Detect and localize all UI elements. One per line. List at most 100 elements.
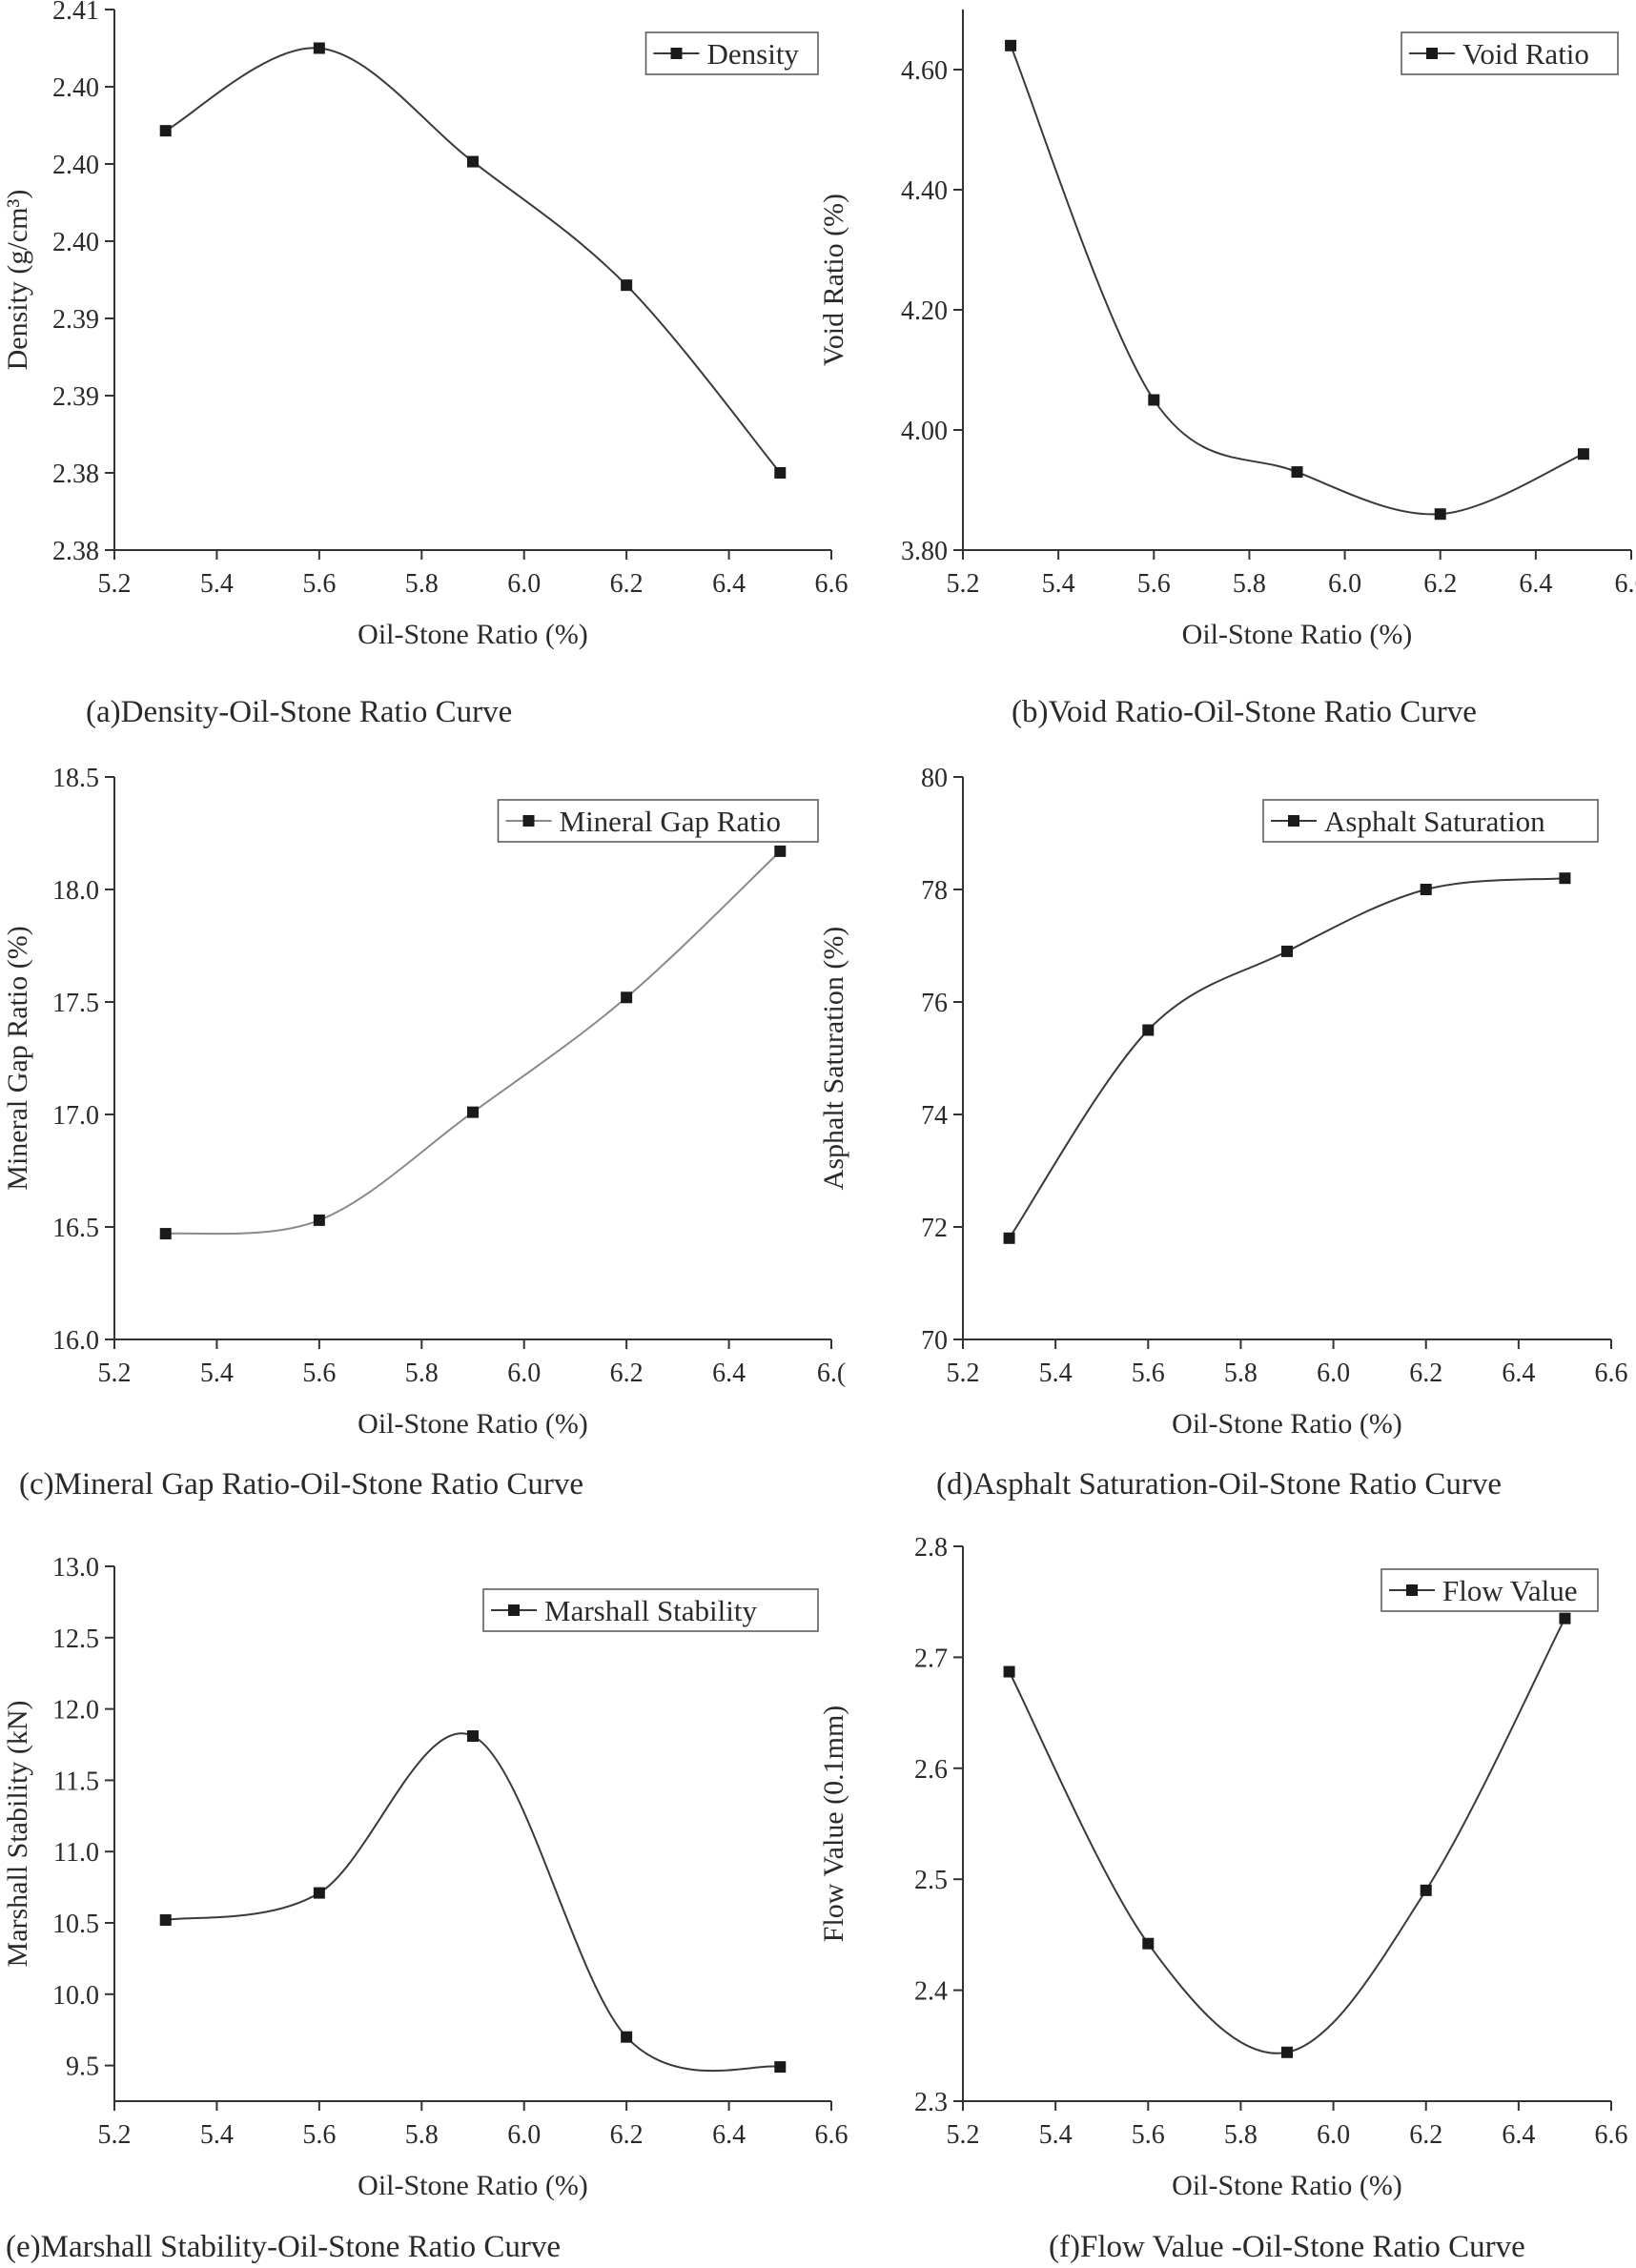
data-point — [159, 1914, 172, 1927]
x-tick-label: 6.2 — [610, 1359, 644, 1388]
y-tick-label: 4.60 — [901, 56, 948, 86]
legend-marker — [1426, 48, 1438, 59]
x-tick-label: 6.4 — [712, 2120, 746, 2150]
y-tick-label: 78 — [921, 876, 948, 906]
legend-marker — [1406, 1584, 1418, 1596]
y-tick-label: 2.3 — [914, 2088, 948, 2117]
x-tick-label: 6.2 — [610, 569, 644, 599]
x-tick-label: 6.0 — [1317, 2120, 1350, 2150]
y-tick-label: 2.40 — [52, 151, 99, 180]
x-tick-label: 5.6 — [1137, 569, 1171, 599]
x-tick-label: 6.6 — [1615, 569, 1636, 599]
x-tick-label: 6.0 — [1328, 569, 1361, 599]
y-tick-label: 16.0 — [52, 1326, 99, 1356]
y-tick-label: 18.5 — [52, 764, 99, 793]
x-tick-label: 5.8 — [405, 569, 439, 599]
legend-marker — [508, 1604, 520, 1616]
y-tick-label: 12.5 — [52, 1624, 99, 1654]
x-tick-label: 6.6 — [1595, 2120, 1628, 2150]
data-point — [1420, 1884, 1432, 1896]
x-tick-label: 5.6 — [302, 569, 336, 599]
data-point — [1005, 39, 1017, 51]
y-tick-label: 2.39 — [52, 305, 99, 335]
series-line — [1010, 45, 1585, 516]
x-tick-label: 6.0 — [507, 569, 541, 599]
y-tick-label: 2.38 — [52, 460, 99, 489]
data-point — [1559, 1612, 1571, 1624]
y-axis-label: Marshall Stability (kN) — [2, 1701, 33, 1968]
y-tick-label: 2.40 — [52, 228, 99, 257]
x-axis-label: Oil-Stone Ratio (%) — [1182, 619, 1413, 650]
y-tick-label: 2.6 — [914, 1755, 948, 1785]
y-tick-label: 17.5 — [52, 989, 99, 1018]
legend-marker — [522, 815, 535, 827]
y-tick-label: 10.0 — [52, 1981, 99, 2011]
data-point — [1559, 872, 1571, 885]
x-tick-label: 6.0 — [1317, 1359, 1350, 1388]
y-tick-label: 11.5 — [53, 1767, 99, 1796]
y-axis-label: Asphalt Saturation (%) — [818, 927, 849, 1191]
data-point — [467, 155, 479, 168]
y-tick-label: 16.5 — [52, 1214, 99, 1243]
legend-box — [1380, 1568, 1599, 1612]
y-tick-label: 11.0 — [53, 1838, 99, 1868]
y-tick-label: 76 — [921, 989, 948, 1018]
y-axis-label: Void Ratio (%) — [818, 194, 849, 366]
y-tick-label: 18.0 — [52, 876, 99, 906]
data-point — [467, 1106, 479, 1118]
x-axis-label: Oil-Stone Ratio (%) — [358, 619, 588, 650]
y-tick-label: 80 — [921, 764, 948, 793]
chart-caption: (c)Mineral Gap Ratio-Oil-Stone Ratio Cur… — [19, 1467, 583, 1502]
data-point — [774, 2061, 787, 2074]
series-line — [165, 47, 782, 474]
x-tick-label: 5.8 — [405, 2120, 439, 2150]
x-tick-label: 5.2 — [98, 569, 132, 599]
chart-caption: (f)Flow Value -Oil-Stone Ratio Curve — [1049, 2230, 1525, 2264]
chart-caption: (e)Marshall Stability-Oil-Stone Ratio Cu… — [6, 2230, 561, 2264]
data-point — [313, 42, 325, 54]
y-tick-label: 2.38 — [52, 537, 99, 566]
y-tick-label: 74 — [921, 1101, 948, 1131]
data-point — [621, 991, 633, 1004]
y-tick-label: 13.0 — [52, 1553, 99, 1583]
series-line — [1008, 1618, 1566, 2054]
x-tick-label: 5.8 — [405, 1359, 439, 1388]
data-point — [1142, 1937, 1155, 1950]
data-point — [159, 1228, 172, 1240]
series-line — [1008, 877, 1565, 1239]
y-tick-label: 10.5 — [52, 1910, 99, 1939]
x-tick-label: 6.2 — [1423, 569, 1457, 599]
x-axis-label: Oil-Stone Ratio (%) — [1172, 1408, 1402, 1440]
data-point — [1420, 884, 1432, 895]
data-point — [159, 125, 172, 137]
data-point — [1003, 1665, 1015, 1678]
x-tick-label: 6.4 — [1519, 569, 1552, 599]
data-point — [313, 1887, 325, 1899]
x-tick-label: 5.2 — [947, 1359, 980, 1388]
x-tick-label: 6.0 — [507, 1359, 541, 1388]
legend-box — [1262, 799, 1599, 843]
data-point — [1003, 1232, 1015, 1244]
chart-caption: (b)Void Ratio-Oil-Stone Ratio Curve — [1012, 695, 1477, 729]
y-tick-label: 17.0 — [52, 1101, 99, 1131]
y-tick-label: 12.0 — [52, 1696, 99, 1726]
legend-label: Void Ratio — [1462, 37, 1589, 71]
data-point — [1291, 466, 1303, 479]
y-tick-label: 72 — [921, 1214, 948, 1243]
x-tick-label: 6.4 — [1502, 2120, 1535, 2150]
x-tick-label: 5.4 — [200, 1359, 234, 1388]
x-tick-label: 5.4 — [1039, 1359, 1073, 1388]
x-tick-label: 6.2 — [1409, 2120, 1442, 2150]
x-tick-label: 5.2 — [98, 1359, 132, 1388]
y-tick-label: 2.40 — [52, 73, 99, 103]
x-axis-label: Oil-Stone Ratio (%) — [1172, 2170, 1402, 2201]
y-tick-label: 2.39 — [52, 382, 99, 412]
chart-panel: 5.2 5.4 5.6 5.8 6.0 6.2 6.4 6.6 9.5 10.0 10.5 11.0 1… — [2, 1553, 849, 2264]
data-point — [1577, 448, 1589, 460]
x-axis-label: Oil-Stone Ratio (%) — [358, 2170, 588, 2201]
x-tick-label: 6.0 — [507, 2120, 541, 2150]
y-tick-label: 4.40 — [901, 176, 948, 206]
data-point — [621, 279, 633, 292]
y-tick-label: 2.5 — [914, 1866, 948, 1895]
x-tick-label: 5.6 — [302, 2120, 336, 2150]
